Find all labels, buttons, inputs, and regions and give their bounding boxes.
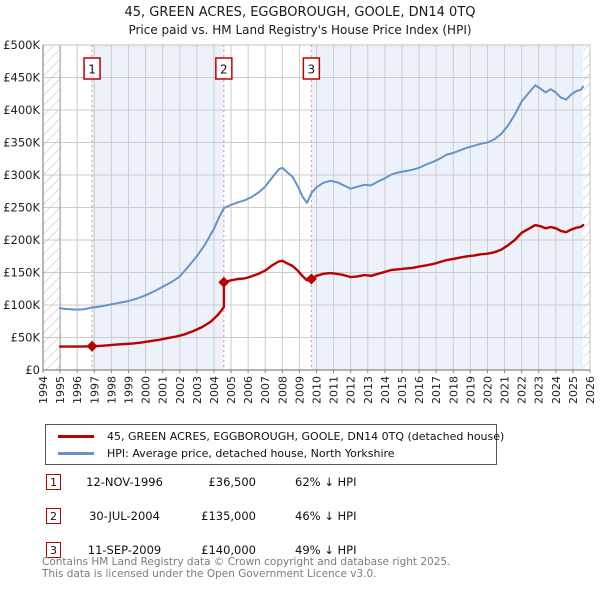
y-tick-label: £150K — [3, 266, 40, 280]
transaction-date: 30-JUL-2004 — [89, 509, 160, 523]
hpi-line — [59, 84, 585, 311]
x-tick-label: 2019 — [464, 376, 477, 404]
sale-number-box — [302, 57, 321, 80]
no-data-hatch — [583, 45, 590, 370]
y-tick-label: £400K — [3, 103, 40, 117]
x-tick-label: 2000 — [140, 376, 153, 404]
x-tick-label: 2017 — [430, 376, 443, 404]
y-tick-label: £300K — [3, 168, 40, 182]
y-tick-label: £200K — [3, 233, 40, 247]
legend-swatch-hpi — [58, 452, 94, 455]
x-tick-label: 1994 — [37, 376, 50, 404]
price-chart: 1 2 3 £0 £50K £100K £150K £200K £250K £300K £350K £… — [3, 38, 597, 404]
copyright-footer: Contains HM Land Registry data © Crown c… — [42, 556, 582, 580]
x-tick-label: 2018 — [447, 376, 460, 404]
transaction-number-badge: 2 — [46, 508, 61, 524]
transaction-hpi-delta: 49% ↓ HPI — [295, 543, 357, 557]
x-tick-label: 2026 — [584, 376, 597, 404]
x-tick-label: 2009 — [293, 376, 306, 404]
sale-number-box — [83, 57, 101, 80]
sale-marker[interactable] — [86, 340, 98, 352]
legend-item-price-paid: 45, GREEN ACRES, EGGBOROUGH, GOOLE, DN14… — [46, 428, 504, 445]
x-tick-label: 2014 — [379, 376, 392, 404]
sale-marker[interactable] — [218, 276, 230, 288]
y-tick-label: £450K — [3, 71, 40, 85]
x-tick-label: 2025 — [567, 376, 580, 404]
x-tick-label: 2001 — [157, 376, 170, 404]
x-tick-label: 1999 — [122, 376, 135, 404]
x-tick-label: 2005 — [225, 376, 238, 404]
x-tick-label: 1996 — [71, 376, 84, 404]
x-tick-label: 2011 — [328, 376, 341, 404]
x-tick-label: 2021 — [499, 376, 512, 404]
transaction-row: 3 11-SEP-2009 £140,000 49% ↓ HPI — [0, 542, 600, 560]
footer-line-2: This data is licensed under the Open Gov… — [42, 567, 377, 580]
no-data-hatch — [43, 45, 61, 370]
price-paid-line — [58, 223, 585, 348]
y-tick-label: £50K — [11, 331, 41, 345]
legend-label: 45, GREEN ACRES, EGGBOROUGH, GOOLE, DN14… — [107, 430, 505, 443]
x-tick-label: 1997 — [88, 376, 101, 404]
transaction-date: 12-NOV-1996 — [86, 475, 163, 489]
page-title: 45, GREEN ACRES, EGGBOROUGH, GOOLE, DN14… — [124, 5, 476, 20]
y-tick-label: £350K — [3, 136, 40, 150]
x-tick-label: 2003 — [191, 376, 204, 404]
transaction-number-badge: 1 — [46, 474, 61, 490]
x-tick-label: 2004 — [208, 376, 221, 404]
x-tick-label: 2020 — [481, 376, 494, 404]
transaction-price: £135,000 — [201, 509, 256, 523]
x-tick-label: 2016 — [413, 376, 426, 404]
transaction-price: £140,000 — [201, 543, 256, 557]
chart-legend: 45, GREEN ACRES, EGGBOROUGH, GOOLE, DN14… — [45, 424, 504, 465]
legend-item-hpi: HPI: Average price, detached house, Nort… — [46, 445, 496, 462]
transaction-hpi-delta: 62% ↓ HPI — [295, 475, 357, 489]
sale-number-box — [215, 57, 233, 80]
x-tick-label: 2008 — [276, 376, 289, 404]
y-tick-label: £0 — [25, 363, 40, 377]
sale-number-label: 1 — [88, 63, 96, 77]
x-tick-label: 2007 — [259, 376, 272, 404]
x-tick-label: 2023 — [533, 376, 546, 404]
sale-number-label: 3 — [308, 63, 316, 77]
transaction-row: 2 30-JUL-2004 £135,000 46% ↓ HPI — [0, 508, 600, 526]
transaction-date: 11-SEP-2009 — [87, 543, 162, 557]
transaction-price: £36,500 — [208, 475, 256, 489]
x-tick-label: 2022 — [516, 376, 529, 404]
footer-line-1: Contains HM Land Registry data © Crown c… — [42, 556, 451, 568]
sale-marker[interactable] — [305, 273, 317, 285]
x-tick-label: 1998 — [105, 376, 118, 404]
transaction-hpi-delta: 46% ↓ HPI — [295, 509, 357, 523]
x-tick-label: 2024 — [550, 376, 563, 404]
y-tick-label: £250K — [3, 201, 40, 215]
x-tick-label: 2012 — [345, 376, 358, 404]
transaction-row: 1 12-NOV-1996 £36,500 62% ↓ HPI — [0, 474, 600, 492]
x-tick-label: 2006 — [242, 376, 255, 404]
legend-swatch-price-paid — [58, 435, 94, 438]
transaction-number-badge: 3 — [46, 542, 61, 558]
chart-subtitle: Price paid vs. HM Land Registry's House … — [128, 23, 472, 37]
x-tick-label: 2010 — [311, 376, 324, 404]
x-tick-label: 2002 — [174, 376, 187, 404]
legend-label: HPI: Average price, detached house, Nort… — [107, 447, 395, 460]
y-tick-label: £500K — [3, 38, 40, 52]
y-tick-label: £100K — [3, 298, 40, 312]
sale-number-label: 2 — [220, 63, 228, 77]
x-tick-label: 2015 — [396, 376, 409, 404]
x-tick-label: 1995 — [54, 376, 67, 404]
x-tick-label: 2013 — [362, 376, 375, 404]
